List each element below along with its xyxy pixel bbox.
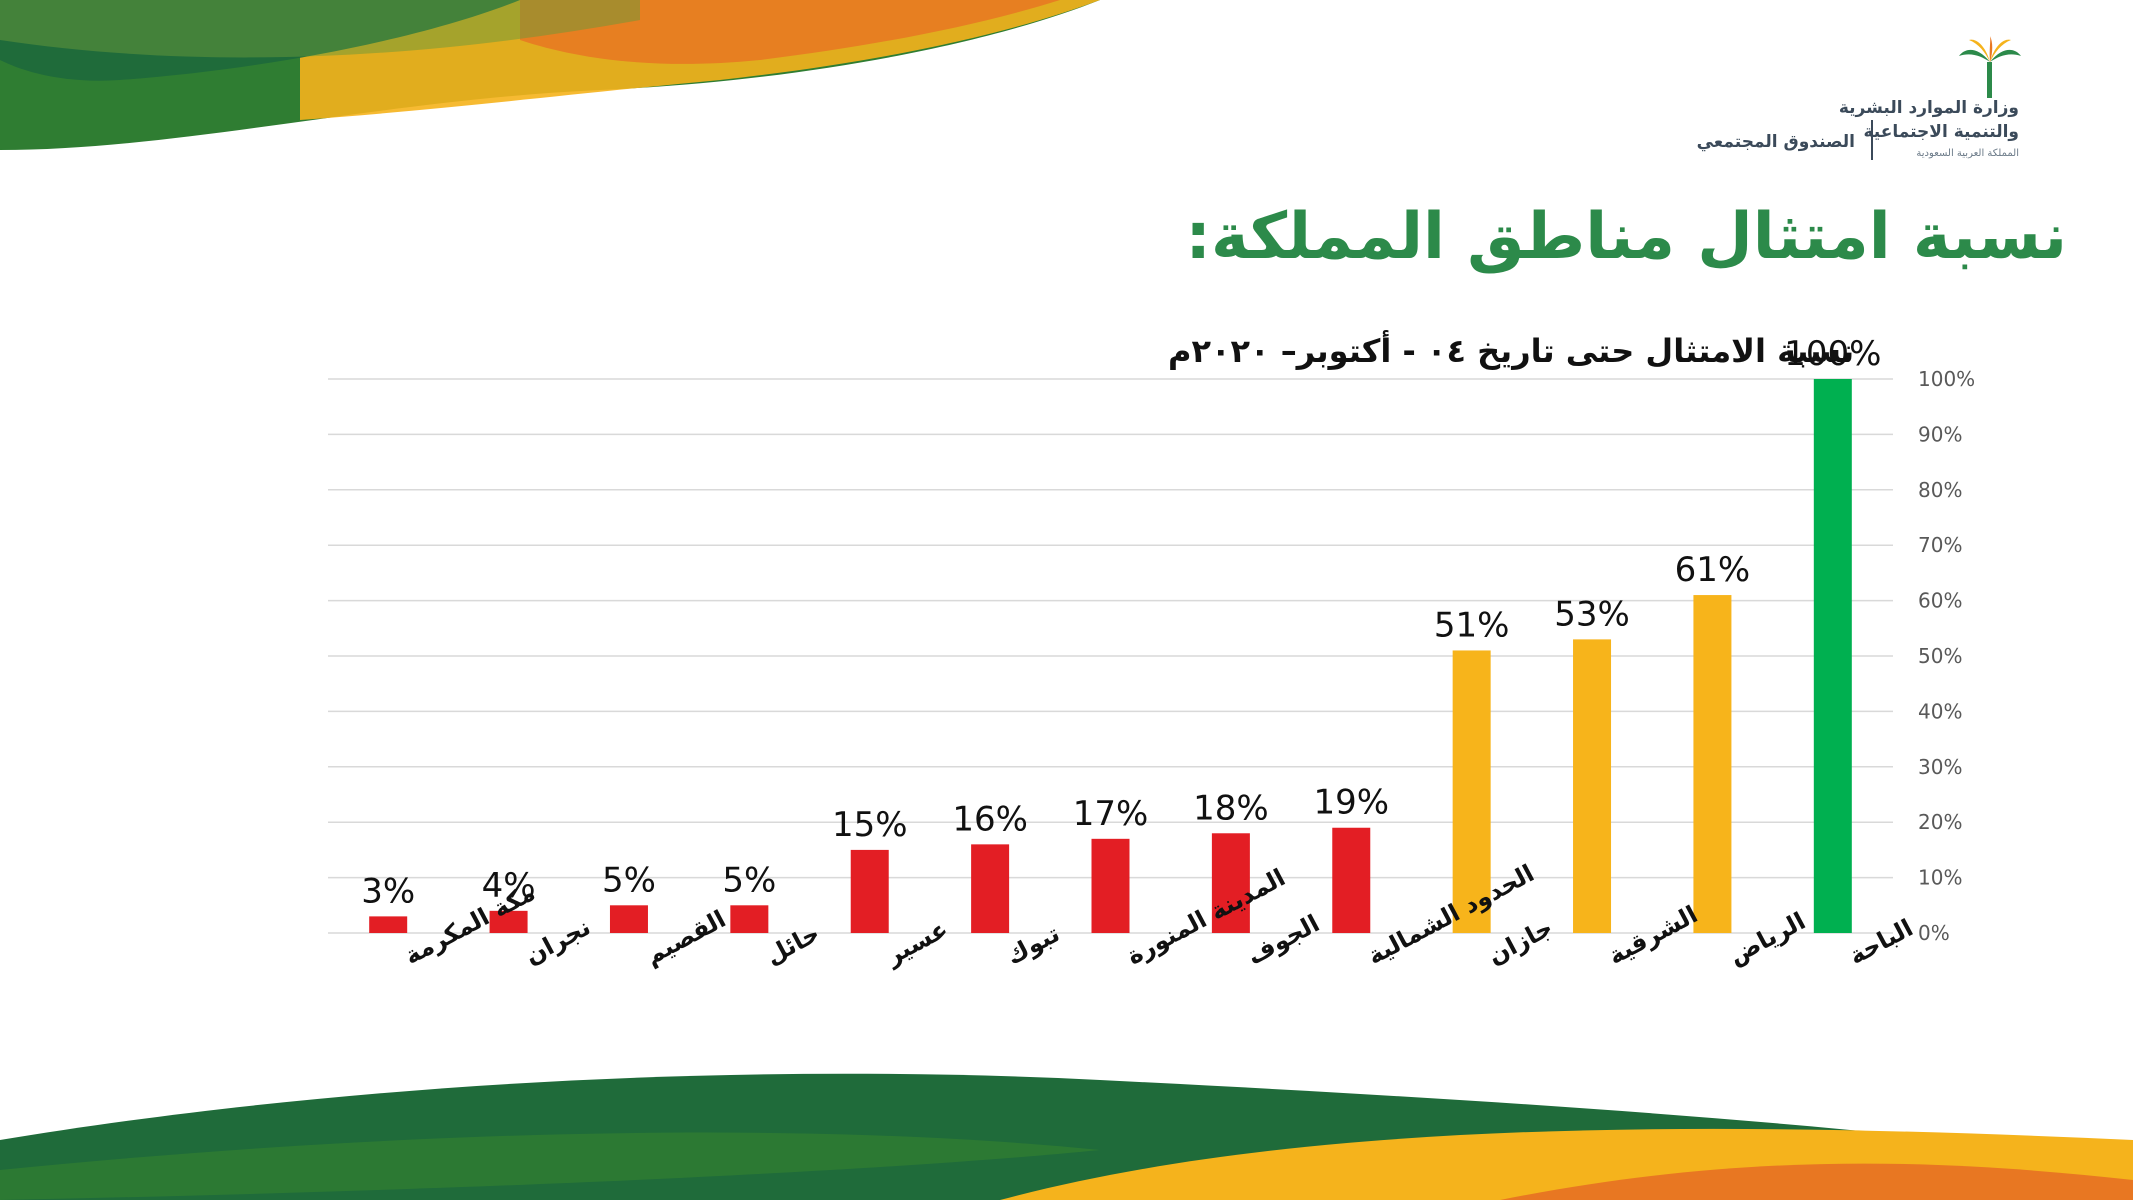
bar [1693, 595, 1732, 933]
ministry-logo: وزارة الموارد البشرية والتنمية الاجتماعي… [1695, 36, 2025, 166]
compliance-bar-chart: نسبة الامتثال حتى تاريخ ٠٤ - أكتوبر– ٢٠٢… [328, 330, 1975, 971]
bar [1813, 379, 1852, 933]
bar [971, 844, 1010, 933]
chart-title: نسبة الامتثال حتى تاريخ ٠٤ - أكتوبر– ٢٠٢… [1168, 330, 1854, 370]
category-label: القصيم [641, 905, 731, 970]
bar [1211, 833, 1250, 933]
category-label: حائل [761, 919, 824, 970]
data-label: 5% [602, 860, 656, 900]
category-label: الشرقية [1604, 900, 1702, 970]
data-label: 15% [832, 805, 908, 845]
logo-text-development: والتنمية الاجتماعية [1863, 122, 2019, 142]
logo-divider [1871, 120, 1873, 160]
category-label: جازان [1483, 913, 1557, 970]
y-tick-label: 60% [1918, 589, 1962, 613]
y-tick-label: 80% [1918, 478, 1962, 502]
y-tick-label: 40% [1918, 699, 1962, 723]
bottom-wave-decoration [0, 1073, 2133, 1200]
data-label: 16% [952, 799, 1028, 839]
logo-text-fund: الصندوق المجتمعي [1696, 132, 1855, 152]
y-tick-label: 10% [1918, 866, 1962, 890]
bar [850, 849, 889, 933]
data-label: 61% [1675, 550, 1751, 590]
bar [1573, 639, 1612, 933]
data-label: 5% [722, 860, 776, 900]
category-label: تبوك [1002, 919, 1064, 970]
y-tick-label: 50% [1918, 644, 1962, 668]
bar [1452, 650, 1491, 933]
data-label: 100% [1784, 334, 1881, 374]
bar [489, 910, 528, 933]
page-title: نسبة امتثال مناطق المملكة: [1185, 200, 2067, 274]
bar [1332, 827, 1371, 933]
category-label: الجوف [1243, 909, 1325, 970]
y-tick-label: 90% [1918, 422, 1962, 446]
bar [369, 916, 408, 933]
logo-text-ministry: وزارة الموارد البشرية [1838, 98, 2019, 118]
category-label: نجران [520, 913, 595, 971]
data-label: 18% [1193, 788, 1269, 828]
logo-text-kingdom: المملكة العربية السعودية [1916, 148, 2019, 159]
category-label: الرياض [1724, 907, 1810, 970]
data-label: 17% [1073, 794, 1149, 834]
y-tick-label: 70% [1918, 533, 1962, 557]
data-label: 3% [361, 871, 415, 911]
bar [1091, 838, 1130, 933]
y-tick-label: 20% [1918, 810, 1962, 834]
data-label: 19% [1313, 783, 1389, 823]
data-label: 51% [1434, 605, 1510, 645]
palm-tree-icon [1959, 36, 2021, 98]
category-label: عسير [881, 915, 953, 971]
top-wave-decoration [0, 0, 1100, 150]
y-tick-label: 100% [1918, 367, 1975, 391]
y-tick-label: 30% [1918, 755, 1962, 779]
bar [730, 905, 769, 933]
bar [609, 905, 648, 933]
category-label: الباحة [1844, 914, 1917, 971]
y-tick-label: 0% [1918, 921, 1950, 945]
data-label: 53% [1554, 594, 1630, 634]
data-label: 4% [482, 866, 536, 906]
